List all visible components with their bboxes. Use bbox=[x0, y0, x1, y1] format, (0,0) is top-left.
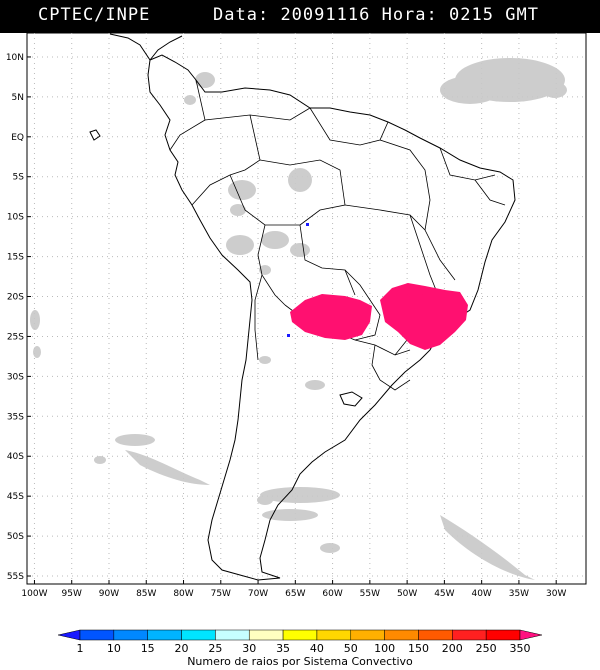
colorbar-segment bbox=[282, 629, 318, 641]
colorbar-segment bbox=[316, 629, 352, 641]
colorbar-segment bbox=[350, 629, 385, 641]
colorbar bbox=[57, 629, 543, 641]
lon-label: 75W bbox=[211, 589, 231, 599]
colorbar-segment bbox=[452, 629, 487, 641]
lon-label: 70W bbox=[248, 589, 268, 599]
colorbar-tick-label: 350 bbox=[510, 642, 531, 655]
colorbar-tick-labels: 1 10 15 20 25 30 35 40 50 100 150 200 250 350 bbox=[77, 642, 531, 655]
colorbar-segment bbox=[384, 629, 419, 641]
lon-label: 30W bbox=[546, 589, 566, 599]
falkland-islands bbox=[339, 391, 363, 407]
lon-label: 50W bbox=[397, 589, 417, 599]
lon-label: 65W bbox=[285, 589, 305, 599]
lat-label: 30S bbox=[7, 372, 24, 382]
colorbar-arrow-left bbox=[57, 629, 81, 641]
lon-label: 80W bbox=[173, 589, 193, 599]
lon-label: 100W bbox=[21, 589, 47, 599]
colorbar-segment bbox=[215, 629, 250, 641]
lat-label: 5S bbox=[13, 173, 25, 183]
lon-label: 95W bbox=[62, 589, 82, 599]
header-source: CPTEC/INPE bbox=[38, 5, 151, 25]
lightning-area-southeast-brazil bbox=[380, 283, 468, 350]
hour-label: Hora: bbox=[381, 5, 438, 25]
colorbar-segment bbox=[79, 629, 115, 641]
lat-label: 50S bbox=[7, 532, 24, 542]
cloud-cover bbox=[30, 58, 567, 580]
colorbar-segment bbox=[418, 629, 453, 641]
colorbar-segment bbox=[147, 629, 182, 641]
colorbar-tick-label: 50 bbox=[344, 642, 358, 655]
lightning-systems bbox=[290, 283, 468, 350]
lon-label: 35W bbox=[509, 589, 529, 599]
colorbar-segment bbox=[113, 629, 148, 641]
header-datetime: Data: 20091116 Hora: 0215 GMT bbox=[213, 5, 539, 25]
colorbar-segment bbox=[485, 629, 521, 641]
colorbar-segment bbox=[181, 629, 216, 641]
colorbar-tick-label: 10 bbox=[107, 642, 121, 655]
date-label: Data: bbox=[213, 5, 270, 25]
lat-label: 10N bbox=[6, 53, 24, 63]
date-value: 20091116 bbox=[280, 5, 371, 25]
colorbar-tick-label: 30 bbox=[242, 642, 256, 655]
timezone: GMT bbox=[505, 5, 539, 25]
colorbar-arrow-right bbox=[519, 629, 543, 641]
lat-label: 15S bbox=[7, 253, 24, 263]
colorbar-tick-label: 20 bbox=[175, 642, 189, 655]
lon-label: 90W bbox=[99, 589, 119, 599]
longitude-labels: 100W 95W 90W 85W 80W 75W 70W 65W 60W 55W 50W 45W 40W… bbox=[21, 589, 566, 599]
lon-label: 60W bbox=[322, 589, 342, 599]
colorbar-title: Numero de raios por Sistema Convectivo bbox=[187, 655, 413, 668]
lightning-area-paraguay bbox=[290, 294, 372, 340]
galapagos bbox=[89, 129, 101, 141]
lat-label: EQ bbox=[11, 133, 24, 143]
colorbar-tick-label: 35 bbox=[276, 642, 290, 655]
colorbar-tick-label: 150 bbox=[408, 642, 429, 655]
lat-label: 5N bbox=[12, 93, 24, 103]
colorbar-segment bbox=[248, 629, 284, 641]
lon-label: 55W bbox=[360, 589, 380, 599]
lat-label: 20S bbox=[7, 293, 24, 303]
colorbar-tick-label: 250 bbox=[476, 642, 497, 655]
lat-label: 25S bbox=[7, 332, 24, 342]
colorbar-tick-label: 40 bbox=[310, 642, 324, 655]
lon-label: 45W bbox=[434, 589, 454, 599]
hour-value: 0215 bbox=[449, 5, 494, 25]
lat-label: 40S bbox=[7, 452, 24, 462]
south-america-outline bbox=[147, 54, 516, 581]
latitude-labels: 10N 5N EQ 5S 10S 15S 20S 25S 30S 35S 40S 45S 50S 55S bbox=[6, 53, 24, 582]
colorbar-tick-label: 15 bbox=[141, 642, 155, 655]
map-header: CPTEC/INPE Data: 20091116 Hora: 0215 GMT bbox=[0, 0, 600, 33]
central-america-outline bbox=[109, 33, 183, 61]
colorbar-tick-label: 25 bbox=[208, 642, 222, 655]
lat-label: 35S bbox=[7, 412, 24, 422]
lightning-dots bbox=[287, 223, 309, 337]
lon-label: 85W bbox=[136, 589, 156, 599]
colorbar-tick-label: 100 bbox=[374, 642, 395, 655]
colorbar-tick-label: 1 bbox=[77, 642, 84, 655]
coastlines bbox=[89, 33, 516, 581]
lat-label: 45S bbox=[7, 492, 24, 502]
lat-label: 55S bbox=[7, 572, 24, 582]
lon-label: 40W bbox=[471, 589, 491, 599]
colorbar-tick-label: 200 bbox=[442, 642, 463, 655]
lat-label: 10S bbox=[7, 213, 24, 223]
